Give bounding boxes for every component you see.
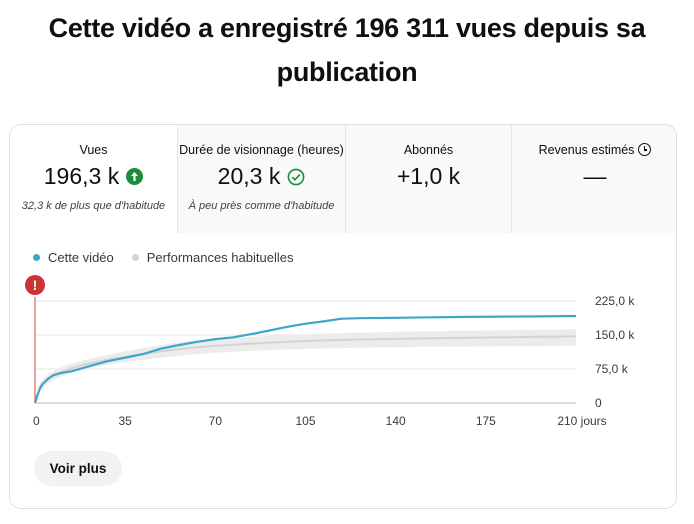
y-tick-label: 0 (595, 396, 602, 410)
metric-value-text: +1,0 k (396, 163, 461, 189)
metric-value: +1,0 k (346, 163, 511, 190)
x-tick-label: 70 (209, 414, 223, 428)
x-tick-label: 35 (118, 414, 132, 428)
x-tick-label: 105 (295, 414, 315, 428)
metric-value-text: 196,3 k (43, 163, 120, 189)
metric-label: Vues (79, 143, 108, 157)
metric-label: Revenus estimés (512, 143, 676, 157)
metric-tab-revenue[interactable]: Revenus estimés — (512, 125, 676, 233)
this-video-line (33, 314, 577, 404)
y-tick-label: 150,0 k (595, 328, 635, 342)
metric-value-text: — (583, 163, 607, 189)
legend-label: Performances habituelles (146, 250, 294, 265)
alert-mark: ! (33, 277, 38, 293)
metric-label: Durée de visionnage (heures) (179, 143, 344, 157)
x-tick-label: 140 (386, 414, 406, 428)
metrics-tabs: Vues 196,3 k 32,3 k de plus que d'habitu… (10, 125, 676, 233)
legend-item-this-video: Cette vidéo (33, 250, 114, 265)
metric-value-text: 20,3 k (217, 163, 281, 189)
page-title: Cette vidéo a enregistré 196 311 vues de… (48, 13, 646, 87)
metric-value: — (512, 163, 676, 190)
metric-tab-watch-time[interactable]: Durée de visionnage (heures) 20,3 k À pe… (178, 125, 346, 233)
metric-tab-views[interactable]: Vues 196,3 k 32,3 k de plus que d'habitu… (10, 125, 178, 233)
clock-icon (638, 143, 652, 156)
x-tick-label: 0 (33, 414, 40, 428)
x-tick-label: 175 (476, 414, 496, 428)
metric-subtext: À peu près comme d'habitude (188, 200, 335, 212)
legend-dot-this-video (33, 254, 40, 261)
metric-label: Abonnés (403, 143, 454, 157)
metric-tab-subscribers[interactable]: Abonnés +1,0 k (346, 125, 512, 233)
typical-line (34, 335, 577, 404)
arrow-up-icon (126, 168, 144, 185)
metric-subtext: 32,3 k de plus que d'habitude (21, 200, 166, 212)
alert-icon[interactable]: ! (25, 275, 45, 403)
legend-label: Cette vidéo (48, 250, 114, 265)
y-tick-label: 75,0 k (595, 362, 629, 376)
alert-circle (25, 275, 45, 295)
x-tick-label: 210 jours (557, 414, 606, 428)
legend-dot-typical (131, 254, 139, 261)
metric-label-text: Revenus estimés (538, 143, 635, 157)
views-line-chart: 225,0 k 150,0 k 75,0 k 0 0 35 70 105 140 175 210 j… (25, 275, 635, 428)
check-circle-icon (287, 168, 305, 185)
legend-item-typical: Performances habituelles (131, 250, 294, 265)
metric-value: 20,3 k (178, 163, 345, 190)
chart-legend: Cette vidéo Performances habituelles (33, 250, 293, 265)
see-more-button[interactable]: Voir plus (34, 451, 122, 486)
analytics-card: Vues 196,3 k 32,3 k de plus que d'habitu… (9, 124, 677, 509)
y-tick-label: 225,0 k (595, 294, 635, 308)
metric-value: 196,3 k (10, 163, 177, 190)
